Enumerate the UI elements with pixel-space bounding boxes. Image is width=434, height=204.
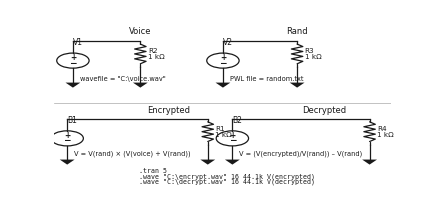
Text: .wave "C:\encrypt.wav" 16 44.1k V(encrypted): .wave "C:\encrypt.wav" 16 44.1k V(encryp… (138, 173, 314, 180)
Polygon shape (362, 160, 376, 165)
Text: 1 kΩ: 1 kΩ (376, 132, 393, 138)
Text: +: + (229, 131, 235, 140)
Polygon shape (59, 160, 75, 165)
Text: +: + (219, 53, 226, 62)
Text: +: + (64, 131, 70, 140)
Text: −: − (69, 59, 76, 68)
Text: .wave "C:\decrypt.wav" 16 44.1k V(decrypted): .wave "C:\decrypt.wav" 16 44.1k V(decryp… (138, 178, 314, 185)
Text: R1: R1 (215, 125, 224, 132)
Text: Decrypted: Decrypted (301, 106, 345, 115)
Text: V = V(rand) × (V(voice) + V(rand)): V = V(rand) × (V(voice) + V(rand)) (74, 151, 190, 157)
Polygon shape (133, 83, 148, 88)
Text: R3: R3 (304, 48, 313, 54)
Polygon shape (200, 160, 215, 165)
Text: V1: V1 (73, 38, 83, 47)
Polygon shape (224, 160, 239, 165)
Text: B1: B1 (67, 116, 77, 125)
Text: .tran 5: .tran 5 (138, 168, 166, 174)
Text: Encrypted: Encrypted (147, 106, 190, 115)
Text: V = (V(encrypted)/V(rand)) – V(rand): V = (V(encrypted)/V(rand)) – V(rand) (239, 151, 362, 157)
Text: 1 kΩ: 1 kΩ (148, 54, 164, 60)
Text: R4: R4 (376, 125, 386, 132)
Text: wavefile = "C:\voice.wav": wavefile = "C:\voice.wav" (79, 76, 165, 82)
Text: V2: V2 (223, 38, 232, 47)
Text: Rand: Rand (286, 27, 307, 36)
Text: −: − (63, 136, 71, 145)
Text: PWL file = random.txt: PWL file = random.txt (229, 76, 302, 82)
Text: 1 kΩ: 1 kΩ (215, 132, 231, 138)
Polygon shape (66, 83, 80, 88)
Polygon shape (215, 83, 230, 88)
Text: +: + (69, 53, 76, 62)
Text: −: − (219, 59, 226, 68)
Text: 1 kΩ: 1 kΩ (304, 54, 321, 60)
Text: −: − (228, 136, 236, 145)
Text: R2: R2 (148, 48, 157, 54)
Text: Voice: Voice (129, 27, 151, 36)
Polygon shape (289, 83, 304, 88)
Text: B2: B2 (232, 116, 242, 125)
